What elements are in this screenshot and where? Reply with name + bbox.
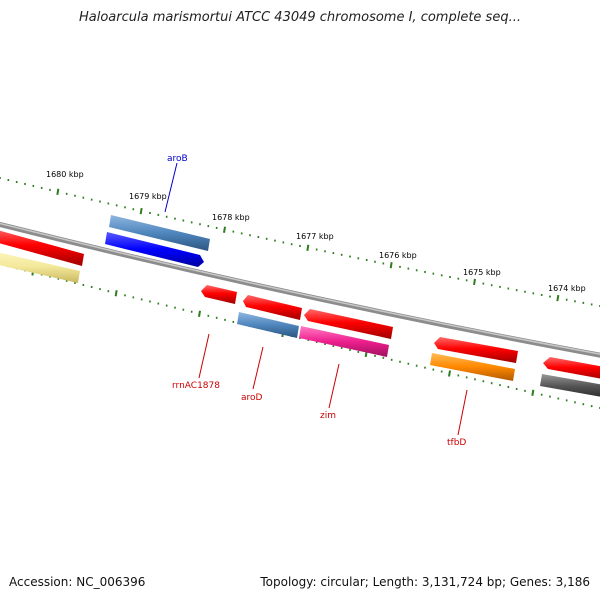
- leader-aroD: [252, 346, 264, 390]
- major-tick: [198, 310, 201, 317]
- scale-label-1677: 1677 kbp: [296, 232, 334, 241]
- major-tick: [139, 207, 143, 215]
- backbone-highlight: [0, 222, 600, 355]
- gene-red-right[interactable]: [543, 357, 600, 380]
- scale-label-1676: 1676 kbp: [379, 251, 417, 260]
- gene-red-aroD-top[interactable]: [243, 295, 302, 320]
- major-tick: [531, 389, 535, 396]
- leader-rrnAC1878: [198, 333, 210, 379]
- map-title: Haloarcula marismortui ATCC 43049 chromo…: [79, 10, 521, 25]
- major-tick: [448, 370, 451, 377]
- leader-tfbD: [457, 389, 468, 436]
- major-tick: [223, 226, 226, 233]
- accession-text: Accession: NC_006396: [9, 575, 146, 589]
- gene-red-tfbD-top[interactable]: [434, 337, 518, 363]
- leader-aroB: [164, 162, 178, 213]
- upper-scale-ticks: [0, 177, 600, 307]
- major-tick: [389, 262, 393, 269]
- label-tfbD[interactable]: tfbD: [447, 438, 466, 448]
- scale-label-1679: 1679 kbp: [129, 192, 167, 201]
- gene-gray-right[interactable]: [540, 374, 600, 398]
- gene-red-zim-top[interactable]: [304, 309, 393, 339]
- label-rrnAC1878[interactable]: rrnAC1878: [172, 381, 220, 391]
- major-tick: [556, 294, 560, 302]
- gene-khaki-left[interactable]: [0, 250, 80, 283]
- label-zim[interactable]: zim: [320, 411, 336, 421]
- major-tick: [306, 244, 310, 251]
- backbone-line: [0, 221, 600, 358]
- scale-label-1680: 1680 kbp: [46, 170, 84, 179]
- label-aroD[interactable]: aroD: [241, 393, 263, 403]
- major-tick: [473, 278, 476, 286]
- leader-zim: [328, 363, 340, 409]
- gene-rrnAC1878[interactable]: [201, 285, 237, 304]
- major-tick: [114, 290, 118, 297]
- gene-aroB-upper[interactable]: [109, 215, 210, 251]
- gene-aroB[interactable]: [105, 232, 204, 267]
- summary-text: Topology: circular; Length: 3,131,724 bp…: [260, 575, 590, 589]
- gene-tfbD[interactable]: [430, 353, 515, 381]
- major-tick: [56, 188, 60, 196]
- scale-label-1678: 1678 kbp: [212, 213, 250, 222]
- scale-label-1674: 1674 kbp: [548, 284, 586, 293]
- label-aroB[interactable]: aroB: [167, 154, 188, 164]
- gene-red-left-top[interactable]: [0, 228, 84, 266]
- scale-label-1675: 1675 kbp: [463, 268, 501, 277]
- gene-zim[interactable]: [299, 326, 389, 357]
- gene-aroD[interactable]: [237, 312, 299, 338]
